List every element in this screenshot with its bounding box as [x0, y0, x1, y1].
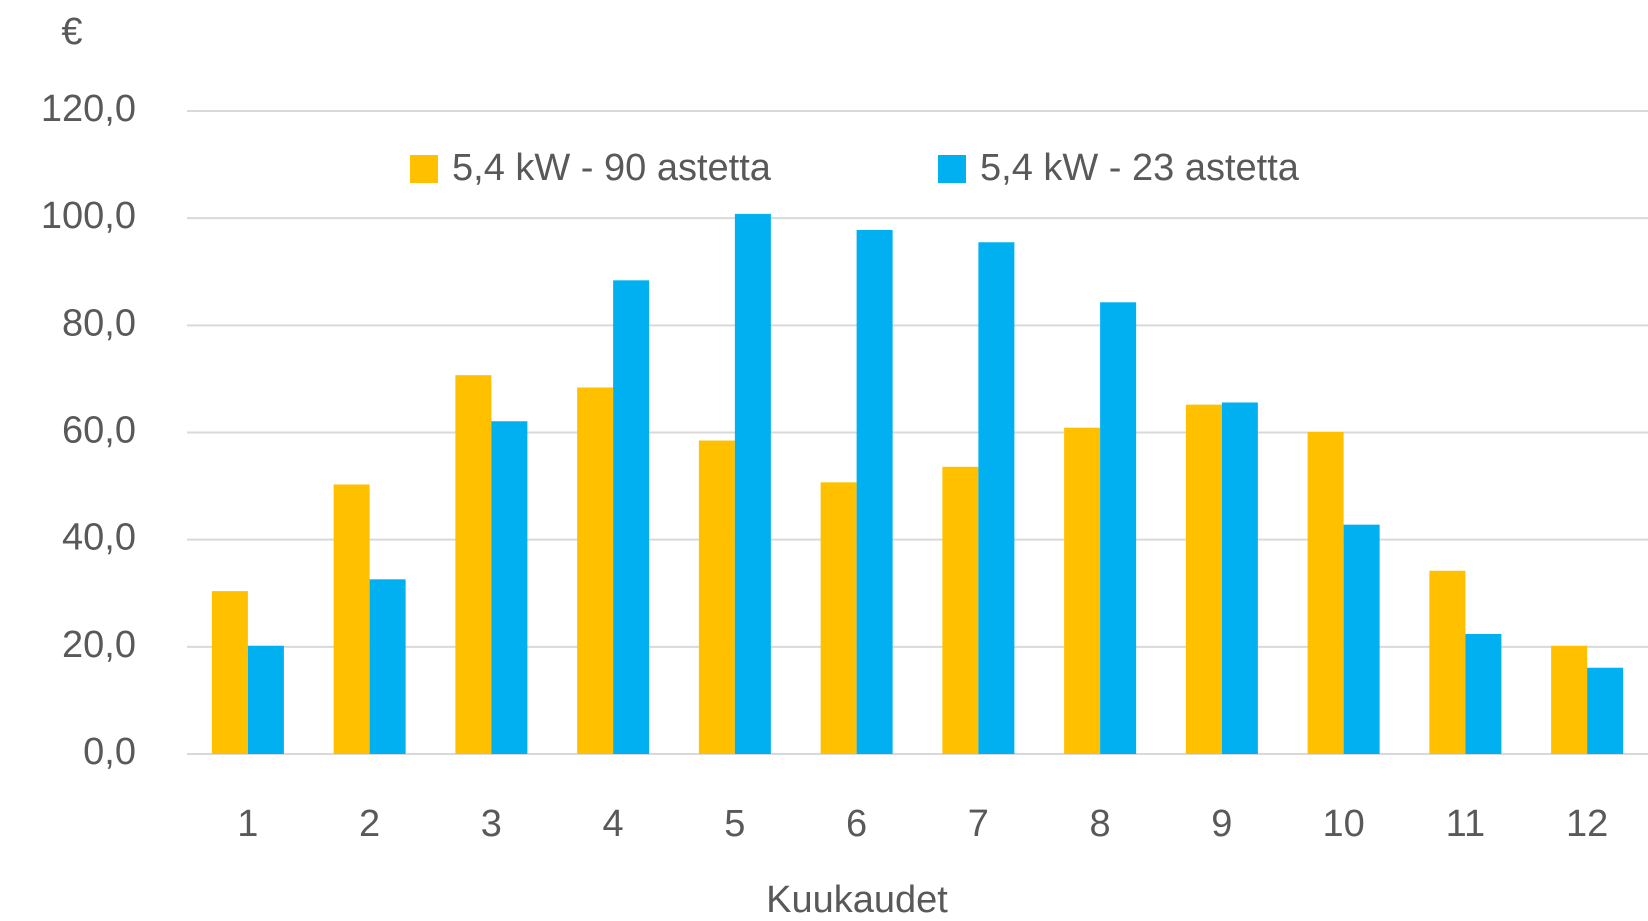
bar	[1551, 645, 1588, 754]
legend-label: 5,4 kW - 23 astetta	[980, 147, 1300, 189]
bar	[333, 484, 370, 754]
y-unit: €	[61, 11, 82, 53]
bar	[1465, 633, 1502, 754]
x-tick-label: 11	[1446, 803, 1485, 845]
legend-swatch	[938, 155, 966, 183]
x-tick-label: 8	[1090, 803, 1111, 845]
y-tick-label: 60,0	[62, 410, 136, 452]
x-tick-label: 7	[968, 803, 989, 845]
bar	[734, 213, 771, 754]
bar	[613, 280, 650, 754]
y-tick-label: 20,0	[62, 624, 136, 666]
x-tick-label: 3	[481, 803, 502, 845]
bar	[1064, 427, 1101, 754]
x-tick-label: 4	[603, 803, 624, 845]
bar	[1307, 431, 1344, 754]
x-axis-title: Kuukaudet	[766, 879, 948, 921]
y-tick-label: 80,0	[62, 302, 136, 344]
x-tick-label: 10	[1322, 803, 1364, 845]
bar	[491, 421, 528, 754]
bar	[1587, 667, 1624, 754]
bar	[455, 375, 492, 754]
y-tick-label: 100,0	[41, 195, 136, 237]
bar	[820, 482, 857, 754]
x-tick-label: 1	[237, 803, 258, 845]
y-tick-label: 0,0	[83, 731, 136, 773]
bar	[211, 591, 248, 754]
bar	[698, 440, 735, 754]
bar	[1343, 524, 1380, 754]
y-tick-label: 40,0	[62, 517, 136, 559]
x-tick-label: 12	[1566, 803, 1608, 845]
legend-label: 5,4 kW - 90 astetta	[452, 147, 772, 189]
bar	[577, 387, 614, 754]
bar	[1221, 402, 1258, 754]
bar	[247, 645, 284, 754]
bar	[1429, 570, 1466, 754]
bar	[856, 229, 893, 754]
y-tick-label: 120,0	[41, 88, 136, 130]
bar	[942, 466, 979, 754]
bar	[978, 242, 1015, 754]
legend-swatch	[410, 155, 438, 183]
x-tick-label: 9	[1211, 803, 1232, 845]
x-tick-label: 5	[724, 803, 745, 845]
x-tick-label: 2	[359, 803, 380, 845]
bar	[1185, 404, 1222, 754]
bar	[1100, 302, 1137, 754]
x-tick-label: 6	[846, 803, 867, 845]
bar	[369, 579, 406, 754]
